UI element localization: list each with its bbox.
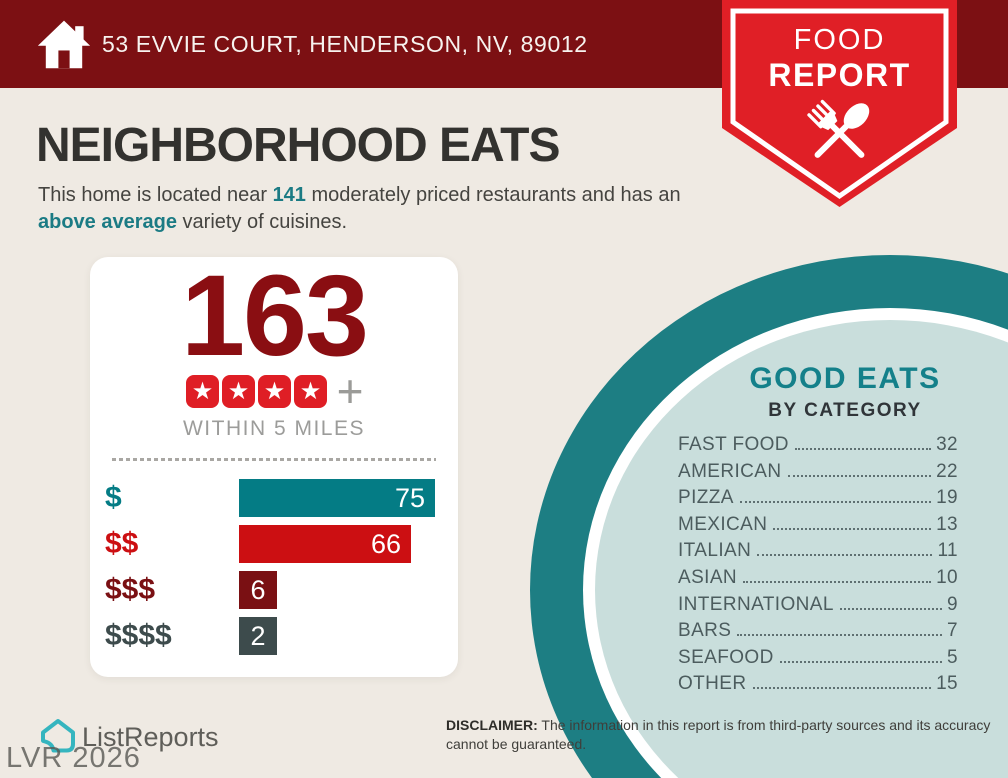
category-row: ASIAN 10 <box>678 567 958 594</box>
summary-accent: 141 <box>272 184 306 206</box>
summary-accent: above average <box>38 210 177 233</box>
category-row: FAST FOOD 32 <box>678 434 958 461</box>
category-count: 32 <box>936 434 958 455</box>
good-eats-panel: GOOD EATS BY CATEGORY <box>670 362 1008 422</box>
restaurant-count-card: 163 ★ ★ ★ ★ + WITHIN 5 MILES $75 $$ 66 $$$ 6 $$$$… <box>90 257 458 677</box>
price-bar: 2 <box>239 617 277 655</box>
star-icon: ★ <box>222 375 256 408</box>
category-row: BARS 7 <box>678 620 958 647</box>
category-name: OTHER <box>678 673 747 695</box>
category-name: ASIAN <box>678 566 738 588</box>
total-restaurants-count: 163 <box>181 252 369 380</box>
price-bar-row: $$ 66 <box>105 525 445 563</box>
good-eats-subtitle: BY CATEGORY <box>768 400 922 421</box>
category-row: SEAFOOD 5 <box>678 647 958 674</box>
spoon-and-fork-icon <box>807 99 870 158</box>
summary-text: moderately priced restaurants and has an <box>305 184 681 206</box>
category-name: FAST FOOD <box>678 434 789 455</box>
summary-text: This home is located near <box>38 184 273 206</box>
plus-icon: + <box>336 365 364 417</box>
listreports-house-icon <box>41 719 75 753</box>
cuisine-category-list: FAST FOOD 32 AMERICAN 22 PIZZA 19 MEXICAN 13 ITA… <box>678 434 958 700</box>
food-report-badge: FOOD REPORT <box>722 0 957 207</box>
price-level-label: $$ <box>105 527 139 560</box>
price-level-label: $$$ <box>105 573 156 606</box>
dotted-leader <box>779 660 943 663</box>
category-name: ITALIAN <box>678 540 752 562</box>
watermark: LVR 2026 <box>6 742 141 774</box>
category-name: PIZZA <box>678 487 734 509</box>
ribbon-shape <box>722 0 957 207</box>
category-count: 7 <box>947 620 958 642</box>
category-row: ITALIAN 11 <box>678 540 958 567</box>
category-count: 9 <box>947 593 958 615</box>
category-count: 15 <box>936 673 958 695</box>
radius-label: WITHIN 5 MILES <box>182 417 366 440</box>
listreports-logo: ListReports <box>40 718 219 756</box>
badge-title-line1: FOOD <box>793 24 886 56</box>
dotted-leader <box>739 501 932 504</box>
category-row: MEXICAN 13 <box>678 514 958 541</box>
category-row: INTERNATIONAL 9 <box>678 594 958 621</box>
category-name: SEAFOOD <box>678 646 774 668</box>
category-name: MEXICAN <box>678 513 768 535</box>
price-bar: 6 <box>239 571 277 609</box>
page-title: NEIGHBORHOOD EATS <box>36 119 560 172</box>
star-icon: ★ <box>294 375 328 408</box>
category-name: INTERNATIONAL <box>678 593 834 615</box>
home-icon <box>37 20 91 69</box>
dotted-leader <box>737 634 943 637</box>
dotted-leader <box>757 554 933 557</box>
price-level-label: $$$$ <box>105 619 172 652</box>
category-count: 5 <box>947 646 958 668</box>
price-level-bar-chart: $75 $$ 66 $$$ 6 $$$$ 2 <box>105 479 445 663</box>
category-row: OTHER 15 <box>678 673 958 700</box>
category-count: 22 <box>936 460 958 482</box>
category-row: AMERICAN 22 <box>678 461 958 488</box>
star-icon: ★ <box>186 375 220 408</box>
dotted-leader <box>773 527 932 530</box>
good-eats-title: GOOD EATS <box>749 362 941 395</box>
dotted-leader <box>794 448 932 450</box>
star-icon: ★ <box>258 375 292 408</box>
price-bar-row: $75 <box>105 479 445 517</box>
summary-text: variety of cuisines. <box>176 210 348 233</box>
category-name: AMERICAN <box>678 460 782 482</box>
dotted-leader <box>787 474 932 477</box>
category-count: 11 <box>937 540 958 562</box>
star-rating: ★ ★ ★ ★ + <box>90 365 458 417</box>
badge-title-line2: REPORT <box>768 57 911 93</box>
property-address: 53 EVVIE COURT, HENDERSON, NV, 89012 <box>102 31 588 57</box>
price-bar-row: $$$ 6 <box>105 571 445 609</box>
dotted-leader <box>743 580 932 583</box>
disclaimer-label: DISCLAIMER: <box>446 717 538 733</box>
disclaimer: DISCLAIMER: The information in this repo… <box>446 716 991 754</box>
price-bar: 75 <box>239 479 435 517</box>
category-name: BARS <box>678 620 732 642</box>
category-count: 13 <box>936 513 958 535</box>
dotted-leader <box>839 607 943 610</box>
dotted-leader <box>752 687 932 690</box>
disclaimer-text: The information in this report is from t… <box>446 717 991 752</box>
price-level-label: $ <box>105 481 122 514</box>
dashed-divider <box>112 458 436 461</box>
price-bar-row: $$$$ 2 <box>105 617 445 655</box>
category-count: 10 <box>936 566 958 588</box>
category-count: 19 <box>936 487 958 509</box>
category-row: PIZZA 19 <box>678 487 958 514</box>
brand-name: ListReports <box>82 721 219 752</box>
price-bar: 66 <box>239 525 411 563</box>
summary-sentence: This home is located near 141 moderately… <box>38 182 698 235</box>
